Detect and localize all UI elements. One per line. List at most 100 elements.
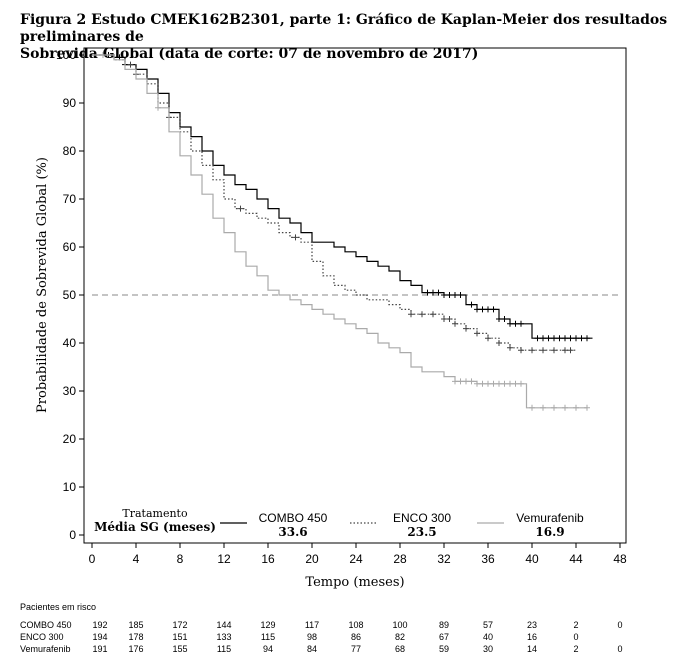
- risk-cell: 115: [217, 644, 231, 654]
- censor-mark-combo-450: [584, 335, 590, 342]
- censor-mark-enco-300: [463, 325, 469, 332]
- censor-mark-vemurafenib: [507, 380, 513, 387]
- y-tick-label: 20: [63, 432, 77, 446]
- censor-mark-combo-450: [468, 301, 475, 308]
- censor-mark-vemurafenib: [100, 52, 106, 58]
- censor-mark-enco-300: [518, 347, 524, 354]
- risk-cell: 82: [395, 632, 405, 642]
- censor-mark-enco-300: [540, 347, 546, 354]
- x-tick-label: 0: [89, 552, 96, 566]
- x-axis: 0 4 8 12 16 20 24 28 32 36 40 44 48: [89, 542, 627, 566]
- risk-cell: 194: [92, 632, 107, 642]
- censor-mark-combo-450: [540, 335, 546, 342]
- censor-mark-enco-300: [430, 311, 436, 318]
- legend-label-combo-450: COMBO 450: [259, 511, 328, 525]
- x-axis-title: Tempo (meses): [305, 575, 404, 590]
- risk-cell: 59: [439, 644, 449, 654]
- risk-cell: 77: [351, 644, 361, 654]
- censor-mark-combo-450: [562, 335, 568, 342]
- risk-cell: 0: [573, 632, 578, 642]
- censor-mark-combo-450: [485, 306, 491, 313]
- censor-mark-vemurafenib: [155, 104, 161, 111]
- x-tick-label: 36: [481, 552, 495, 566]
- censor-mark-enco-300: [419, 311, 425, 318]
- risk-cell: 98: [307, 632, 317, 642]
- censor-mark-vemurafenib: [562, 404, 568, 411]
- risk-row-label: Vemurafenib: [20, 644, 71, 654]
- censor-mark-vemurafenib: [463, 378, 469, 385]
- figure-title: Figura 2 Estudo CMEK162B2301, parte 1: G…: [20, 12, 680, 63]
- risk-cell: 0: [617, 620, 622, 630]
- risk-cell: 115: [261, 632, 275, 642]
- censor-mark-enco-300: [292, 234, 299, 241]
- risk-cell: 192: [92, 620, 107, 630]
- censor-mark-enco-300: [567, 347, 574, 354]
- censor-mark-combo-450: [573, 335, 579, 342]
- censor-mark-vemurafenib: [551, 404, 557, 411]
- censor-mark-combo-450: [424, 289, 431, 296]
- risk-cell: 117: [305, 620, 319, 630]
- y-axis: 0 10 20 30 40 50 60 70 80 90 100: [56, 48, 85, 542]
- y-tick-label: 30: [63, 384, 77, 398]
- y-tick-label: 0: [69, 528, 76, 542]
- censor-mark-enco-300: [551, 347, 557, 354]
- risk-cell: 30: [483, 644, 493, 654]
- legend-median-vemurafenib: 16.9: [535, 525, 564, 539]
- risk-cell: 67: [439, 632, 449, 642]
- x-tick-label: 40: [525, 552, 539, 566]
- risk-cell: 23: [527, 620, 537, 630]
- risk-table: Pacientes em risco COMBO 450 192 185 172 144…: [20, 602, 623, 654]
- risk-cell: 185: [128, 620, 143, 630]
- y-tick-label: 50: [63, 288, 77, 302]
- censor-mark-vemurafenib: [512, 380, 519, 387]
- x-tick-label: 8: [177, 552, 184, 566]
- x-tick-label: 4: [133, 552, 140, 566]
- censor-mark-combo-450: [507, 320, 513, 327]
- risk-cell: 94: [263, 644, 273, 654]
- censor-mark-combo-450: [578, 335, 585, 342]
- risk-row-label: COMBO 450: [20, 620, 72, 630]
- censor-mark-enco-300: [507, 344, 513, 351]
- series-line-combo-450: [92, 54, 593, 339]
- x-tick-label: 32: [437, 552, 451, 566]
- y-tick-label: 40: [63, 336, 77, 350]
- censor-mark-enco-300: [408, 311, 414, 318]
- legend-label-enco-300: ENCO 300: [393, 511, 451, 525]
- censor-mark-enco-300: [529, 347, 535, 354]
- series-line-vemurafenib: [92, 54, 587, 409]
- series-line-enco-300: [92, 54, 576, 351]
- censor-mark-combo-450: [518, 320, 524, 327]
- censor-mark-vemurafenib: [540, 404, 546, 411]
- censor-mark-enco-300: [441, 316, 447, 322]
- censor-mark-vemurafenib: [490, 380, 497, 387]
- censor-mark-combo-450: [457, 292, 464, 298]
- censor-mark-enco-300: [485, 335, 491, 342]
- censor-mark-enco-300: [237, 205, 244, 212]
- risk-cell: 86: [351, 632, 361, 642]
- censor-mark-combo-450: [446, 292, 453, 298]
- risk-cell: 155: [172, 644, 187, 654]
- risk-cell: 129: [260, 620, 275, 630]
- censor-mark-vemurafenib: [496, 380, 502, 387]
- legend-header-treatment: Tratamento: [122, 507, 188, 520]
- risk-cell: 68: [395, 644, 405, 654]
- censor-mark-enco-300: [127, 61, 134, 68]
- y-tick-label: 90: [63, 96, 77, 110]
- censor-mark-vemurafenib: [474, 380, 480, 387]
- risk-cell: 57: [483, 620, 493, 630]
- x-tick-label: 48: [613, 552, 627, 566]
- censor-mark-combo-450: [496, 316, 502, 322]
- risk-cell: 191: [92, 644, 107, 654]
- censor-mark-vemurafenib: [584, 404, 590, 411]
- legend: Tratamento Média SG (meses) COMBO 45033.…: [94, 507, 584, 539]
- y-tick-label: 70: [63, 192, 77, 206]
- risk-cell: 108: [348, 620, 363, 630]
- censor-mark-combo-450: [534, 335, 541, 342]
- risk-cell: 2: [573, 620, 578, 630]
- censor-mark-combo-450: [479, 306, 486, 313]
- censor-mark-combo-450: [551, 335, 557, 342]
- x-tick-label: 44: [569, 552, 583, 566]
- censor-mark-combo-450: [430, 289, 436, 296]
- censor-mark-vemurafenib: [468, 378, 475, 385]
